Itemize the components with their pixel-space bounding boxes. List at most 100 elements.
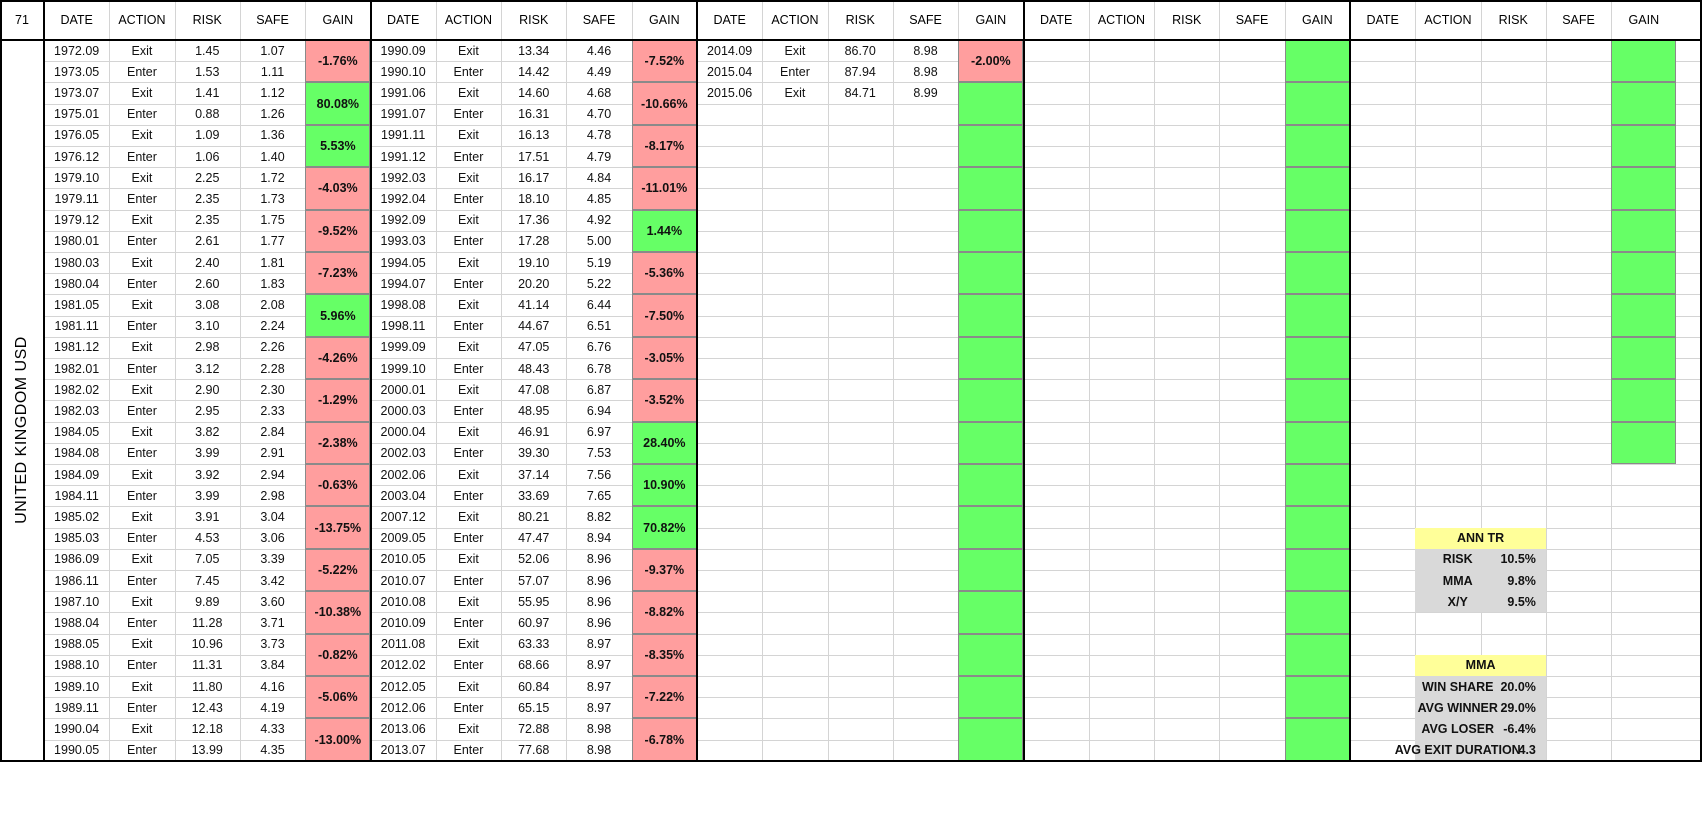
date-cell[interactable]: 1976.05 — [54, 128, 100, 143]
action-cell[interactable]: Enter — [127, 276, 157, 291]
risk-cell[interactable]: 65.15 — [518, 700, 550, 715]
safe-cell[interactable]: 4.84 — [586, 170, 612, 185]
risk-cell[interactable]: 2.25 — [195, 170, 220, 185]
safe-cell[interactable]: 8.97 — [586, 679, 612, 694]
date-cell[interactable]: 2013.06 — [380, 721, 426, 736]
safe-cell[interactable]: 3.06 — [260, 531, 285, 546]
column-header-gain[interactable]: GAIN — [322, 13, 354, 27]
risk-cell[interactable]: 37.14 — [518, 467, 550, 482]
column-header-action[interactable]: ACTION — [444, 13, 493, 27]
action-cell[interactable]: Exit — [131, 467, 153, 482]
date-cell[interactable]: 2007.12 — [380, 509, 426, 524]
date-cell[interactable]: 1984.08 — [54, 446, 100, 461]
safe-cell[interactable]: 1.73 — [260, 191, 285, 206]
date-cell[interactable]: 1990.04 — [54, 721, 100, 736]
risk-cell[interactable]: 2.35 — [195, 191, 220, 206]
risk-cell[interactable]: 3.99 — [195, 488, 220, 503]
risk-cell[interactable]: 3.92 — [195, 467, 220, 482]
safe-cell[interactable]: 6.78 — [586, 361, 612, 376]
gain-cell[interactable] — [958, 676, 1024, 719]
gain-cell[interactable]: -13.75% — [305, 506, 371, 549]
date-cell[interactable]: 1990.10 — [380, 64, 426, 79]
date-cell[interactable]: 1980.04 — [54, 276, 100, 291]
column-header-safe[interactable]: SAFE — [256, 13, 289, 27]
safe-cell[interactable]: 2.30 — [260, 382, 285, 397]
risk-cell[interactable]: 39.30 — [518, 446, 550, 461]
risk-cell[interactable]: 68.66 — [518, 658, 550, 673]
risk-cell[interactable]: 11.80 — [192, 679, 223, 694]
action-cell[interactable]: Enter — [453, 149, 484, 164]
date-cell[interactable]: 1988.04 — [54, 615, 100, 630]
safe-cell[interactable]: 3.42 — [260, 573, 285, 588]
safe-cell[interactable]: 3.71 — [260, 615, 285, 630]
gain-cell[interactable]: -10.38% — [305, 591, 371, 634]
gain-cell[interactable]: 5.96% — [305, 294, 371, 337]
gain-cell[interactable] — [1284, 548, 1350, 592]
date-cell[interactable]: 1993.03 — [380, 234, 426, 249]
gain-cell[interactable] — [1611, 124, 1677, 168]
gain-cell[interactable] — [1611, 421, 1677, 464]
action-cell[interactable]: Exit — [131, 170, 153, 185]
safe-cell[interactable]: 8.98 — [913, 43, 938, 58]
date-cell[interactable]: 1976.12 — [54, 149, 100, 164]
risk-cell[interactable]: 77.68 — [518, 743, 550, 758]
safe-cell[interactable]: 2.98 — [260, 488, 285, 503]
date-cell[interactable]: 1984.09 — [54, 467, 100, 482]
action-cell[interactable]: Exit — [131, 637, 153, 652]
date-cell[interactable]: 1991.11 — [381, 128, 426, 143]
date-cell[interactable]: 1979.10 — [54, 170, 100, 185]
date-cell[interactable]: 1988.10 — [54, 658, 100, 673]
column-header-risk[interactable]: RISK — [1498, 13, 1528, 27]
safe-cell[interactable]: 4.33 — [260, 721, 285, 736]
date-cell[interactable]: 2002.03 — [380, 446, 426, 461]
gain-cell[interactable]: -0.82% — [305, 633, 371, 676]
action-cell[interactable]: Exit — [458, 425, 479, 440]
column-header-date[interactable]: DATE — [60, 13, 93, 27]
action-cell[interactable]: Enter — [127, 361, 157, 376]
action-cell[interactable]: Enter — [127, 446, 157, 461]
date-cell[interactable]: 1982.01 — [54, 361, 100, 376]
action-cell[interactable]: Enter — [453, 361, 484, 376]
risk-cell[interactable]: 2.95 — [195, 403, 220, 418]
action-cell[interactable]: Exit — [131, 297, 153, 312]
gain-cell[interactable]: -5.06% — [305, 676, 371, 719]
gain-cell[interactable]: -6.78% — [631, 718, 697, 761]
gain-cell[interactable] — [958, 421, 1024, 464]
risk-cell[interactable]: 14.60 — [518, 85, 550, 100]
action-cell[interactable]: Enter — [127, 531, 157, 546]
safe-cell[interactable]: 4.85 — [586, 191, 612, 206]
gain-cell[interactable]: -7.23% — [305, 252, 371, 295]
gain-cell[interactable] — [958, 167, 1024, 210]
action-cell[interactable]: Enter — [453, 403, 484, 418]
safe-cell[interactable]: 4.35 — [260, 743, 285, 758]
safe-cell[interactable]: 1.07 — [260, 43, 285, 58]
risk-cell[interactable]: 1.06 — [195, 149, 220, 164]
gain-cell[interactable]: 28.40% — [631, 421, 697, 464]
safe-cell[interactable]: 8.98 — [586, 743, 612, 758]
risk-cell[interactable]: 41.14 — [518, 297, 550, 312]
column-header-safe[interactable]: SAFE — [909, 13, 942, 27]
risk-cell[interactable]: 17.36 — [518, 213, 550, 228]
action-cell[interactable]: Enter — [127, 107, 157, 122]
date-cell[interactable]: 1973.07 — [54, 85, 100, 100]
safe-cell[interactable]: 1.81 — [260, 255, 285, 270]
gain-cell[interactable]: -0.63% — [305, 464, 371, 507]
risk-cell[interactable]: 2.40 — [195, 255, 220, 270]
action-cell[interactable]: Exit — [458, 721, 479, 736]
action-cell[interactable]: Exit — [131, 43, 153, 58]
risk-cell[interactable]: 47.05 — [518, 340, 550, 355]
gain-cell[interactable]: 80.08% — [305, 82, 371, 125]
risk-cell[interactable]: 47.08 — [518, 382, 550, 397]
gain-cell[interactable] — [1611, 252, 1677, 295]
column-header-date[interactable]: DATE — [1366, 13, 1399, 27]
action-cell[interactable]: Exit — [458, 128, 479, 143]
risk-cell[interactable]: 3.91 — [195, 509, 220, 524]
safe-cell[interactable]: 1.12 — [260, 85, 285, 100]
risk-cell[interactable]: 84.71 — [844, 85, 876, 100]
corner-cell[interactable]: 71 — [15, 13, 29, 27]
gain-cell[interactable] — [1611, 167, 1677, 210]
action-cell[interactable]: Enter — [127, 700, 157, 715]
risk-cell[interactable]: 2.98 — [195, 340, 220, 355]
date-cell[interactable]: 2000.04 — [380, 425, 426, 440]
risk-cell[interactable]: 2.35 — [195, 213, 220, 228]
